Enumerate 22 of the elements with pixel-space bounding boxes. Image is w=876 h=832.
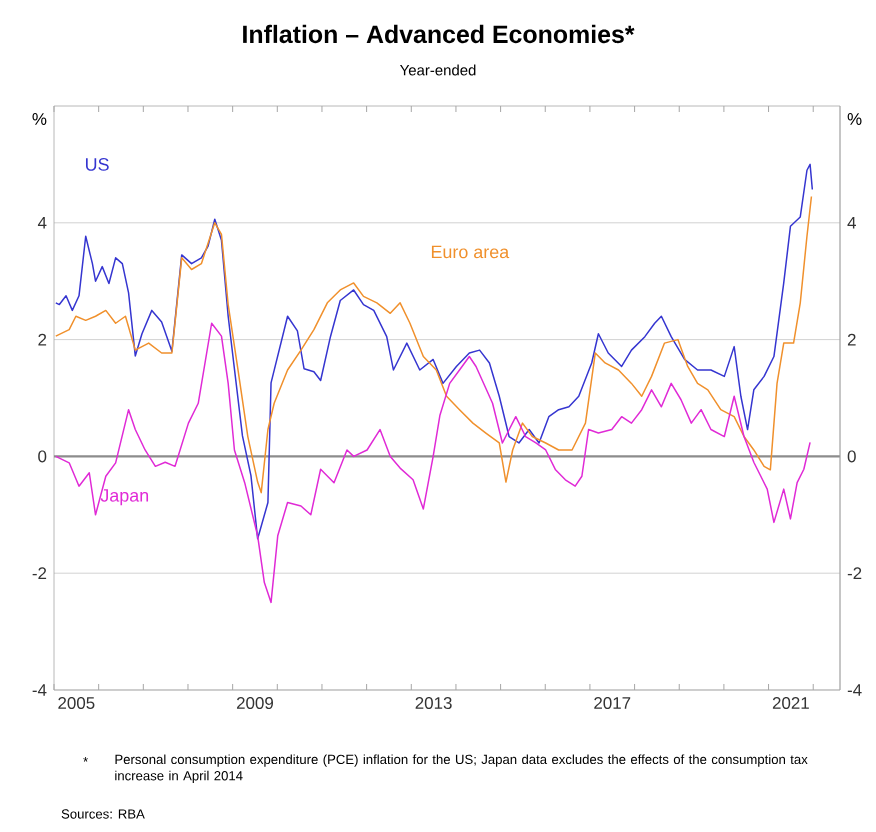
y2-tick-label: 4: [847, 216, 856, 229]
y-tick-label: 4: [37, 216, 47, 229]
chart-title: Inflation – Advanced Economies*: [243, 24, 635, 44]
line-series: [55, 322, 811, 604]
text: Euro area: [431, 245, 510, 259]
x-tick-label: 2005: [58, 697, 95, 710]
x-tick-label: 2017: [594, 697, 631, 710]
x-tick-label: 2021: [772, 697, 809, 710]
y-axis-title: %: [32, 113, 47, 125]
y2-tick-label: -2: [847, 567, 862, 580]
y2-tick-label: 2: [847, 333, 856, 346]
y-tick-label: 0: [38, 450, 47, 463]
y-tick-label: 2: [38, 333, 47, 346]
series-label: Japan: [100, 489, 149, 506]
x-tick-label: 2013: [415, 697, 452, 710]
y2-tick-label: 0: [847, 450, 856, 463]
y2-axis-title: %: [847, 113, 862, 125]
y2-tick-label: -4: [847, 684, 862, 696]
y-tick-label: -4: [32, 684, 47, 696]
text: US: [85, 158, 109, 171]
x-tick-label: 2009: [236, 697, 273, 710]
y-tick-label: -2: [32, 567, 47, 580]
